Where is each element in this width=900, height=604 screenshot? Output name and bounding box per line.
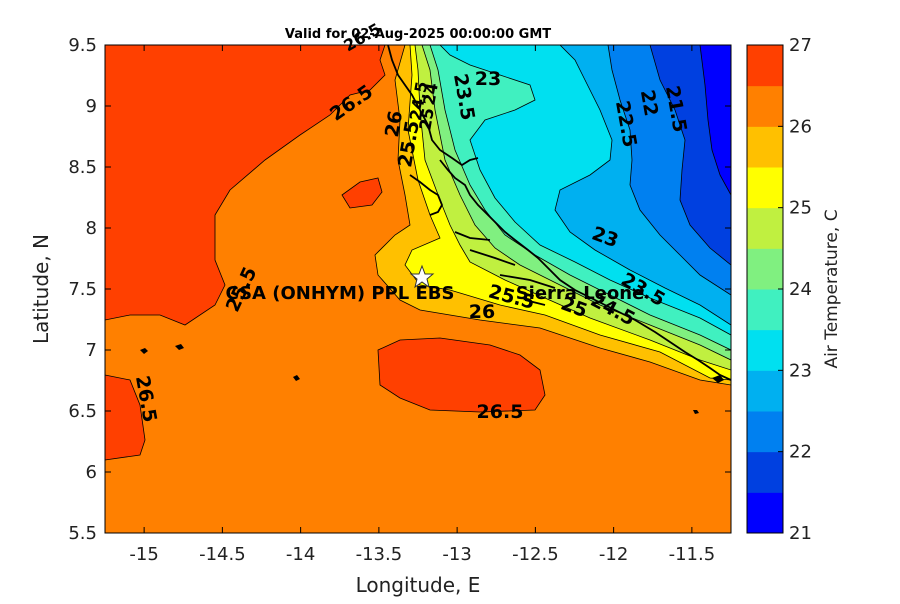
x-tick-label: -11.5 bbox=[669, 544, 716, 565]
y-tick-label: 9.5 bbox=[68, 35, 97, 56]
colorbar-swatch bbox=[747, 370, 783, 412]
figure-title: Valid for 02-Aug-2025 00:00:00 GMT bbox=[285, 27, 551, 42]
x-tick-label: -13.5 bbox=[356, 544, 403, 565]
colorbar-label: Air Temperature, C bbox=[822, 209, 842, 368]
warm-region-west-lower bbox=[105, 374, 146, 461]
contour-label: 25 bbox=[415, 106, 438, 131]
colorbar-swatch bbox=[747, 45, 783, 87]
contour-label: 26 bbox=[381, 109, 407, 139]
colorbar-swatch bbox=[747, 85, 783, 127]
y-tick-label: 5.5 bbox=[68, 523, 97, 544]
y-tick-label: 6 bbox=[86, 462, 97, 483]
y-tick-label: 6.5 bbox=[68, 401, 97, 422]
colorbar-swatch bbox=[747, 248, 783, 290]
star-marker-icon bbox=[409, 264, 435, 289]
x-tick-label: -12 bbox=[599, 544, 628, 565]
x-tick-label: -15 bbox=[129, 544, 158, 565]
x-tick-label: -12.5 bbox=[512, 544, 559, 565]
y-tick-label: 9 bbox=[86, 96, 97, 117]
region-label: Sierra Leone bbox=[516, 283, 645, 304]
colorbar-swatch bbox=[747, 207, 783, 249]
colorbar-swatch bbox=[747, 167, 783, 209]
y-tick-label: 7.5 bbox=[68, 279, 97, 300]
y-tick-label: 7 bbox=[86, 340, 97, 361]
colorbar-swatch bbox=[747, 451, 783, 493]
contour-label: 26.5 bbox=[477, 401, 524, 423]
colorbar-swatch bbox=[747, 289, 783, 331]
colorbar-tick-label: 24 bbox=[789, 279, 812, 300]
colorbar-tick-label: 23 bbox=[789, 360, 812, 381]
contour-label: 22 bbox=[636, 88, 662, 118]
y-tick-label: 8 bbox=[86, 218, 97, 239]
contour-label: 26 bbox=[469, 301, 495, 323]
x-tick-label: -14.5 bbox=[199, 544, 246, 565]
colorbar-swatch bbox=[747, 126, 783, 168]
colorbar-tick-label: 21 bbox=[789, 523, 812, 544]
colorbar-tick-label: 26 bbox=[789, 116, 812, 137]
y-axis-label: Latitude, N bbox=[29, 234, 53, 344]
x-axis-label: Longitude, E bbox=[356, 573, 481, 597]
colorbar-swatch bbox=[747, 329, 783, 371]
coastline bbox=[387, 45, 731, 381]
y-tick-label: 8.5 bbox=[68, 157, 97, 178]
warm-region-west bbox=[105, 45, 386, 326]
x-tick-label: -13 bbox=[442, 544, 471, 565]
temperature-field bbox=[105, 45, 731, 533]
x-tick-label: -14 bbox=[286, 544, 315, 565]
y-axis: 5.5 6 6.5 7 7.5 8 8.5 9 9.5 bbox=[68, 35, 731, 544]
colorbar-swatch bbox=[747, 492, 783, 534]
colorbar-tick-label: 25 bbox=[789, 198, 812, 219]
warm-blob-coast bbox=[341, 177, 383, 209]
band-below-21 bbox=[699, 45, 731, 196]
colorbar-tick-label: 22 bbox=[789, 442, 812, 463]
warm-region-south bbox=[377, 337, 546, 413]
contour-label: 23 bbox=[475, 68, 501, 90]
colorbar: 21 22 23 24 25 26 27 bbox=[746, 35, 812, 544]
x-axis: -15 -14.5 -14 -13.5 -13 -12.5 -12 -11.5 bbox=[129, 45, 715, 565]
colorbar-swatch bbox=[747, 411, 783, 453]
marker-label: CSA (ONHYM) PPL EBS bbox=[226, 283, 455, 304]
colorbar-tick-label: 27 bbox=[789, 35, 812, 56]
contour-label: 24 bbox=[419, 81, 442, 106]
